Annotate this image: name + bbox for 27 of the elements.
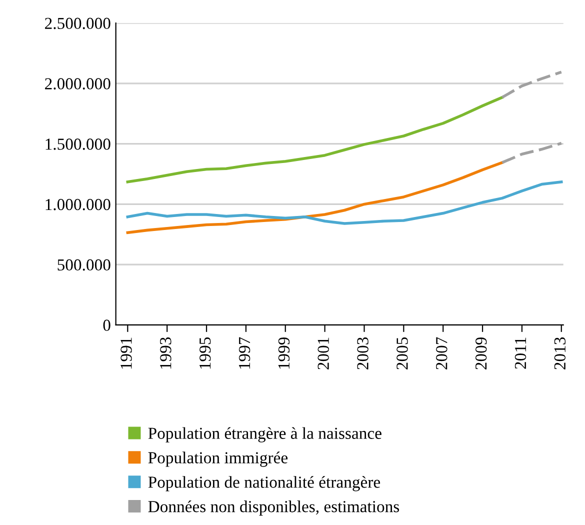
y-tick-label: 2.000.000 bbox=[45, 78, 110, 90]
y-tick-label: 1.000.000 bbox=[46, 198, 110, 210]
x-tick-label: 2013 bbox=[554, 337, 566, 370]
y-tick-label: 1.500.000 bbox=[46, 138, 110, 150]
x-tick-label: 1993 bbox=[160, 337, 172, 369]
x-tick-label: 1991 bbox=[120, 338, 132, 369]
line-series bbox=[126, 180, 563, 225]
x-tick-label: 1999 bbox=[278, 337, 290, 369]
line-series bbox=[500, 70, 563, 99]
legend-label: Données non disponibles, estimations bbox=[148, 500, 400, 516]
y-tick-label: 500.000 bbox=[58, 259, 110, 271]
y-tick-label: 0 bbox=[103, 320, 110, 331]
x-tick-label: 2005 bbox=[396, 337, 408, 370]
x-tick-label: 2009 bbox=[475, 337, 487, 370]
legend-label: Population étrangère à la naissance bbox=[148, 427, 382, 442]
x-tick-label: 2007 bbox=[436, 337, 448, 370]
x-tick-label: 2001 bbox=[318, 338, 329, 370]
line-series bbox=[126, 96, 504, 184]
line-series bbox=[500, 142, 563, 164]
x-tick-label: 1995 bbox=[199, 337, 211, 369]
x-tick-label: 2011 bbox=[514, 338, 526, 369]
line-series bbox=[126, 161, 504, 234]
y-tick-label: 2.500.000 bbox=[45, 18, 110, 30]
legend-label: Population de nationalité étrangère bbox=[148, 476, 380, 492]
x-tick-label: 1997 bbox=[238, 337, 250, 369]
x-tick-label: 2003 bbox=[357, 337, 368, 370]
legend-label: Population immigrée bbox=[148, 452, 288, 467]
